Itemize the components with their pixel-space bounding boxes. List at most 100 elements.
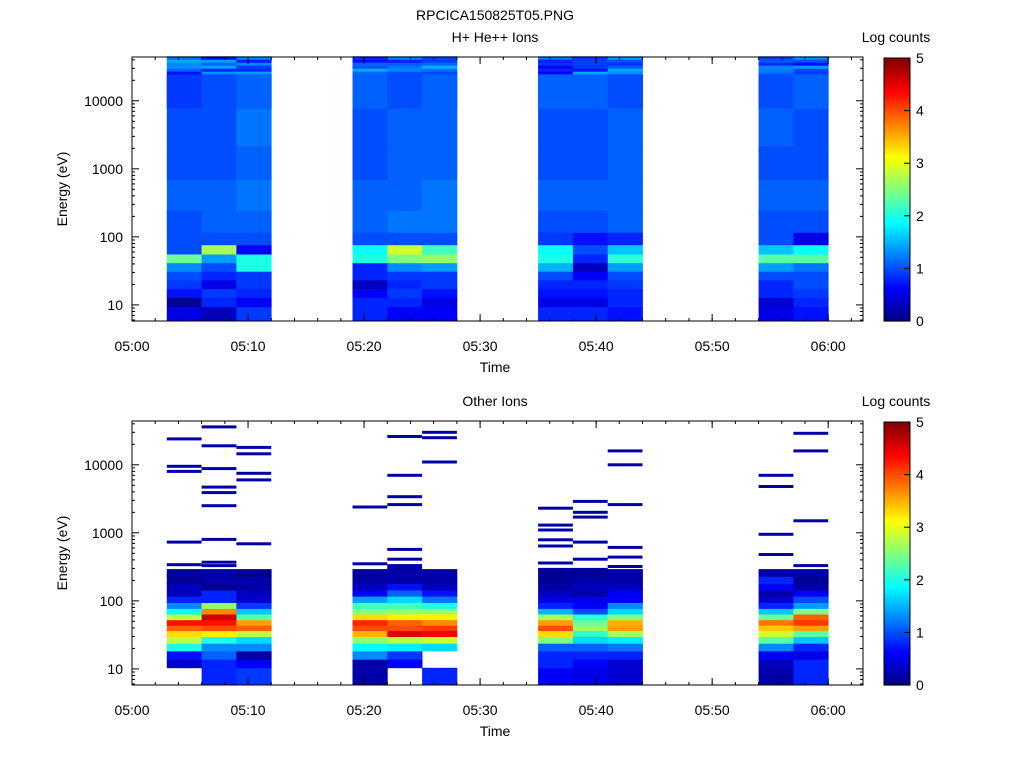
heatmap-cell <box>352 619 388 626</box>
sparse-count-line <box>387 473 423 477</box>
colorbar-band <box>884 592 910 596</box>
colorbar-band <box>884 526 910 530</box>
heatmap-cell <box>793 297 829 308</box>
heatmap-cell <box>387 297 423 308</box>
heatmap-cell <box>201 244 237 255</box>
colorbar-band <box>884 119 910 123</box>
heatmap-cell <box>572 68 609 72</box>
heatmap-cells <box>166 425 829 686</box>
heatmap-cell <box>607 643 643 652</box>
sparse-count-line <box>236 452 272 456</box>
colorbar-band <box>884 588 910 592</box>
colorbar-band <box>884 541 910 544</box>
colorbar-band <box>884 212 910 215</box>
heatmap-cell <box>236 56 272 60</box>
heatmap-cell <box>166 288 202 298</box>
sparse-count-line <box>352 570 388 573</box>
colorbar-band <box>884 226 910 230</box>
heatmap-cell <box>422 262 458 272</box>
heatmap-cell <box>793 602 829 609</box>
heatmap-cell <box>572 74 609 109</box>
axes: 05:00 05:10 05:20 05:30 05:40 05:50 06:00 10 100… <box>84 57 863 354</box>
heatmap-cell <box>201 643 237 652</box>
colorbar-tick-label: 3 <box>916 155 924 171</box>
heatmap-cell <box>572 636 609 644</box>
colorbar-tick-label: 4 <box>916 103 924 119</box>
heatmap-cell <box>538 288 574 298</box>
heatmap-cell <box>166 297 202 308</box>
heatmap-cell <box>572 280 609 290</box>
heatmap-cell <box>758 232 794 246</box>
colorbar-band <box>884 160 910 164</box>
colorbar-band <box>884 125 910 129</box>
heatmap-cell <box>607 280 643 290</box>
sparse-count-line <box>422 436 457 440</box>
heatmap-cell <box>201 636 237 644</box>
colorbar-band <box>884 516 910 520</box>
colorbar-band <box>884 273 910 277</box>
colorbar-band <box>884 615 910 618</box>
colorbar-tick-label: 1 <box>916 624 924 640</box>
heatmap-cell <box>422 306 458 322</box>
sparse-count-line <box>236 542 272 546</box>
colorbar-band <box>884 434 910 437</box>
heatmap-cell <box>166 619 202 626</box>
heatmap-cell <box>607 306 643 322</box>
heatmap-cell <box>607 583 643 591</box>
heatmap-cell <box>236 74 272 109</box>
heatmap-cell <box>538 659 574 669</box>
colorbar-band <box>884 144 910 147</box>
colorbar-band <box>884 537 910 540</box>
colorbar-band <box>884 84 910 88</box>
colorbar-band <box>884 565 910 569</box>
heatmap-cell <box>236 232 272 246</box>
colorbar-band <box>884 611 910 614</box>
sparse-count-line <box>607 555 643 559</box>
y-tick-label: 100 <box>100 229 124 245</box>
heatmap-cell <box>758 667 794 686</box>
heatmap-cell <box>236 254 272 264</box>
colorbar-band <box>884 214 910 217</box>
heatmap-cell <box>793 625 829 632</box>
heatmap-cell <box>236 68 272 72</box>
sparse-count-line <box>236 478 272 482</box>
heatmap-cell <box>236 583 272 591</box>
colorbar-band <box>884 244 910 248</box>
heatmap-cell <box>793 108 829 146</box>
colorbar-band <box>884 92 910 96</box>
heatmap-cell <box>422 74 458 109</box>
heatmap-cell <box>538 576 574 585</box>
heatmap-cell <box>793 583 829 591</box>
heatmap-cell <box>758 145 794 180</box>
heatmap-cell <box>422 59 458 63</box>
colorbar-band <box>884 426 910 429</box>
colorbar-band <box>884 78 910 82</box>
sparse-count-line <box>793 571 829 575</box>
colorbar-band <box>884 154 910 158</box>
heatmap-cell <box>793 659 829 669</box>
heatmap-cell <box>352 280 388 290</box>
colorbar-band <box>884 279 910 283</box>
colorbar-band <box>884 247 910 250</box>
heatmap-cell <box>166 596 202 603</box>
colorbar-band <box>884 238 910 242</box>
heatmap-cell <box>166 280 202 290</box>
colorbar-band <box>884 559 910 563</box>
colorbar-band <box>884 269 910 273</box>
colorbar-band <box>884 658 910 661</box>
colorbar-band <box>884 240 910 244</box>
colorbar-tick-label: 0 <box>916 313 924 329</box>
colorbar-band <box>884 90 910 94</box>
heatmap-cell <box>538 280 574 290</box>
colorbar-band <box>884 224 910 228</box>
colorbar-band <box>884 138 910 141</box>
heatmap-cell <box>352 210 388 233</box>
colorbar-band <box>884 150 910 154</box>
colorbar-band <box>884 555 910 559</box>
colorbar-band <box>884 195 910 199</box>
colorbar-band <box>884 298 910 302</box>
colorbar-tick-label: 3 <box>916 519 924 535</box>
heatmap-cell <box>538 244 574 255</box>
heatmap-cell <box>572 569 609 577</box>
sparse-count-line <box>387 557 423 561</box>
